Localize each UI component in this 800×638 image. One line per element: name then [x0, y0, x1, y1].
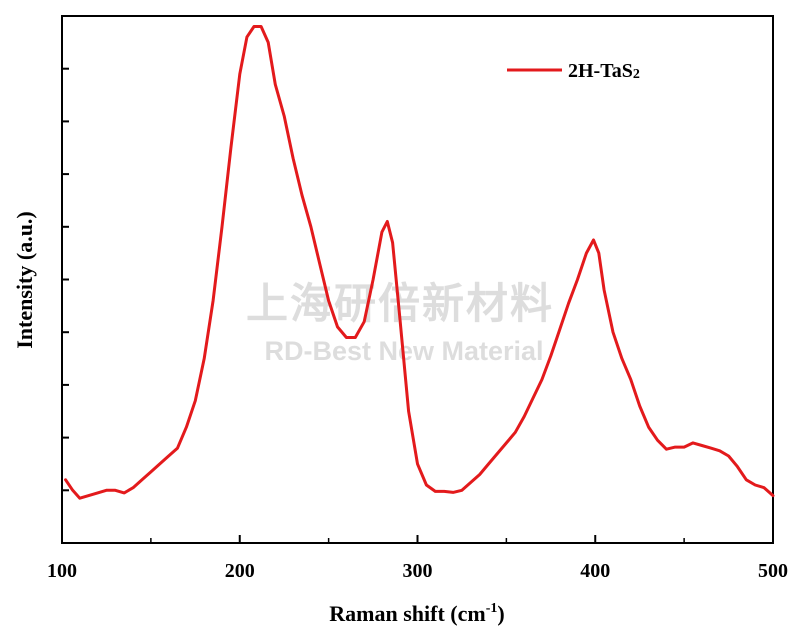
legend-label-sub: 2: [633, 67, 640, 82]
x-axis-label-main: Raman shift (cm: [329, 601, 485, 626]
legend-label: 2H-TaS2: [568, 60, 640, 82]
x-tick-label: 100: [47, 560, 77, 582]
x-tick-label: 500: [758, 560, 788, 582]
x-tick-label: 300: [403, 560, 433, 582]
x-axis-label-close: ): [497, 601, 504, 626]
legend: 2H-TaS2: [507, 60, 640, 82]
x-tick-label: 200: [225, 560, 255, 582]
y-axis-ticks: [62, 67, 69, 492]
y-axis-label: Intensity (a.u.): [12, 211, 37, 349]
x-axis-label: Raman shift (cm-1): [329, 601, 504, 626]
series-line-2h-tas2: [64, 25, 775, 500]
x-axis-ticks: 100 200 300 400 500: [47, 535, 788, 582]
x-tick-label: 400: [580, 560, 610, 582]
legend-label-main: 2H-TaS: [568, 60, 633, 82]
x-axis-label-sup: -1: [486, 601, 498, 616]
